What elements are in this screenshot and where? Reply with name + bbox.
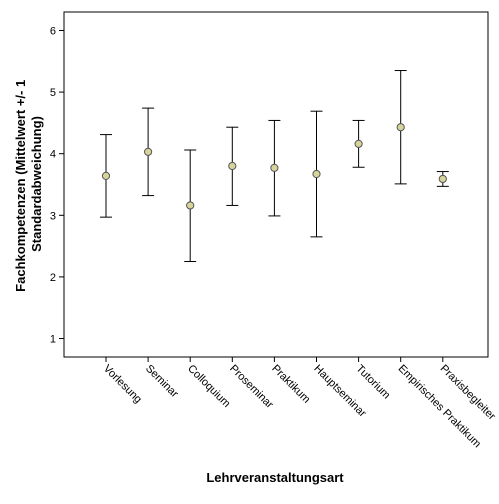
x-tick-label: Vorlesung xyxy=(101,363,144,406)
mean-point xyxy=(396,123,405,132)
y-tick-label: 4 xyxy=(50,149,56,161)
y-tick-label: 5 xyxy=(50,87,56,99)
mean-point xyxy=(144,147,153,156)
mean-point xyxy=(438,174,447,184)
y-axis-title-line-2: Standardabweichung) xyxy=(29,116,44,252)
x-tick-label: Empirisches Praktikum xyxy=(396,363,484,451)
x-tick-label: Seminar xyxy=(143,363,181,401)
mean-point xyxy=(270,163,279,172)
x-axis-title: Lehrveranstaltungsart xyxy=(206,470,344,485)
data-marks xyxy=(100,70,449,263)
x-tick-label: Colloquium xyxy=(185,363,232,410)
y-tick-label: 1 xyxy=(50,334,56,346)
mean-point xyxy=(354,139,363,148)
plot-frame xyxy=(63,11,489,358)
y-axis-title-line-1: Fachkompetenzen (Mittelwert +/- 1 xyxy=(13,80,28,292)
mean-point xyxy=(101,171,111,180)
mean-point xyxy=(312,169,321,179)
x-tick-label: Tutorium xyxy=(353,363,392,402)
y-tick-label: 6 xyxy=(50,25,56,37)
y-tick-label: 2 xyxy=(50,272,56,284)
mean-point xyxy=(228,161,237,171)
x-tick-label: Proseminar xyxy=(227,363,275,411)
x-tick-label: Praktikum xyxy=(269,363,312,406)
y-tick-label: 3 xyxy=(50,210,56,222)
y-axis-title: Fachkompetenzen (Mittelwert +/- 1 Standa… xyxy=(13,76,44,292)
x-axis: Vorlesung Seminar ColloquiumProseminarPrak… xyxy=(101,357,498,450)
mean-point xyxy=(186,201,195,210)
y-axis: 1 2 3 4 5 6 xyxy=(50,25,64,346)
